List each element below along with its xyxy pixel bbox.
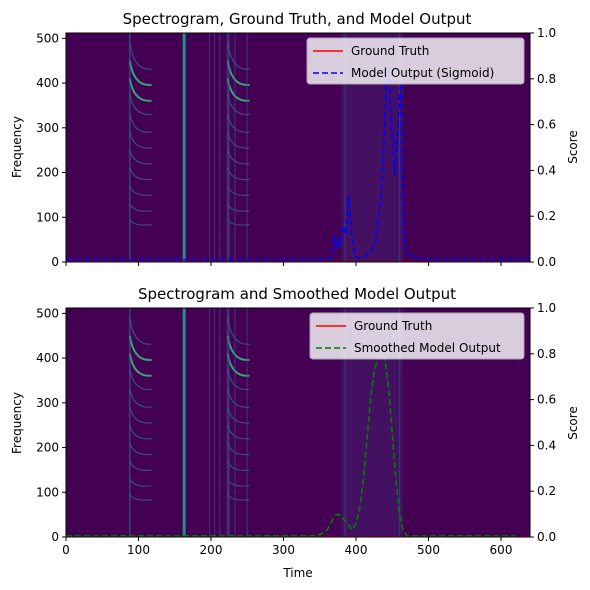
panel2-y2label: Score: [566, 406, 580, 440]
x-tick-label: 100: [127, 543, 150, 557]
y2-tick-label: 1.0: [537, 301, 556, 315]
y2-tick-label: 0.8: [537, 72, 556, 86]
transient-line: [246, 308, 248, 537]
panel1-series: [66, 67, 530, 262]
panel1-y2label: Score: [566, 130, 580, 164]
transient-line: [344, 308, 346, 537]
panel1: 0 100 200 300 400 500 0.0 0.2 0.4 0.6 0.8 1.0 Freq…: [10, 26, 580, 269]
panel1-legend: Ground Truth Model Output (Sigmoid): [306, 37, 525, 85]
panel1-title: Spectrogram, Ground Truth, and Model Out…: [123, 10, 472, 28]
legend-label-0: Ground Truth: [354, 319, 432, 333]
panel1-frame: [65, 32, 531, 263]
panel2-legend: Ground Truth Smoothed Model Output: [309, 312, 525, 360]
panel2-yticks: 0 100 200 300 400 500: [36, 306, 66, 544]
panel2: 0 100 200 300 400 500 600 0 100 200 300 400 500 0.0…: [10, 301, 580, 580]
x-tick-label: 200: [200, 543, 223, 557]
legend-label-0: Ground Truth: [351, 44, 429, 58]
legend-label-1: Smoothed Model Output: [354, 341, 501, 355]
transient-line: [398, 33, 401, 262]
y-tick-label: 100: [36, 485, 59, 499]
y2-tick-label: 0.4: [537, 163, 556, 177]
panel2-y2ticks: 0.0 0.2 0.4 0.6 0.8 1.0: [530, 301, 556, 544]
panel2-series: [66, 352, 530, 537]
x-tick-label: 400: [345, 543, 368, 557]
x-tick-label: 600: [490, 543, 513, 557]
panel1-xticks: [65, 262, 502, 266]
y2-tick-label: 0.2: [537, 484, 556, 498]
transient-line: [208, 33, 211, 262]
panel1-y2ticks: 0.0 0.2 0.4 0.6 0.8 1.0: [530, 26, 556, 269]
transient-line: [219, 308, 221, 537]
series-line-1: [66, 352, 516, 537]
transient-line: [234, 308, 236, 537]
onset-streak: [226, 33, 229, 262]
y-tick-label: 400: [36, 351, 59, 365]
y2-tick-label: 0.6: [537, 118, 556, 132]
y2-tick-label: 0.6: [537, 393, 556, 407]
y2-tick-label: 1.0: [537, 26, 556, 40]
y-tick-label: 500: [36, 306, 59, 320]
panel2-frame: [65, 307, 531, 538]
x-tick-label: 300: [272, 543, 295, 557]
y2-tick-label: 0.4: [537, 438, 556, 452]
y-tick-label: 200: [36, 166, 59, 180]
transient-line: [234, 33, 236, 262]
transient-line: [182, 308, 186, 537]
y-tick-label: 100: [36, 210, 59, 224]
y-tick-label: 300: [36, 121, 59, 135]
series-line-1: [66, 67, 530, 261]
onset-streak: [226, 308, 229, 537]
transient-line: [219, 33, 221, 262]
y-tick-label: 200: [36, 441, 59, 455]
transient-line: [228, 308, 230, 537]
onset-streak: [128, 33, 131, 262]
transient-line: [214, 308, 216, 537]
y-tick-label: 0: [51, 255, 59, 269]
y-tick-label: 0: [51, 530, 59, 544]
panel2-xlabel: Time: [282, 566, 312, 580]
y-tick-label: 500: [36, 31, 59, 45]
legend-label-1: Model Output (Sigmoid): [351, 66, 494, 80]
panel1-ylabel: Frequency: [10, 116, 24, 178]
transient-line: [214, 33, 216, 262]
panel2-xticks: 0 100 200 300 400 500 600: [62, 537, 512, 557]
panel2-ylabel: Frequency: [10, 392, 24, 454]
y2-tick-label: 0.8: [537, 347, 556, 361]
onset-streak: [128, 308, 131, 537]
transient-line: [228, 33, 230, 262]
transient-line: [344, 33, 346, 262]
x-tick-label: 0: [62, 543, 70, 557]
y2-tick-label: 0.0: [537, 255, 556, 269]
transient-line: [246, 33, 248, 262]
y2-tick-label: 0.2: [537, 209, 556, 223]
x-tick-label: 500: [417, 543, 440, 557]
panel2-title: Spectrogram and Smoothed Model Output: [138, 285, 456, 303]
panel1-yticks: 0 100 200 300 400 500: [36, 31, 66, 269]
y-tick-label: 400: [36, 76, 59, 90]
legend-box: [309, 312, 525, 360]
y-tick-label: 300: [36, 396, 59, 410]
transient-line: [208, 308, 211, 537]
transient-line: [182, 33, 186, 262]
legend-box: [306, 37, 525, 85]
y2-tick-label: 0.0: [537, 530, 556, 544]
transient-line: [398, 308, 401, 537]
